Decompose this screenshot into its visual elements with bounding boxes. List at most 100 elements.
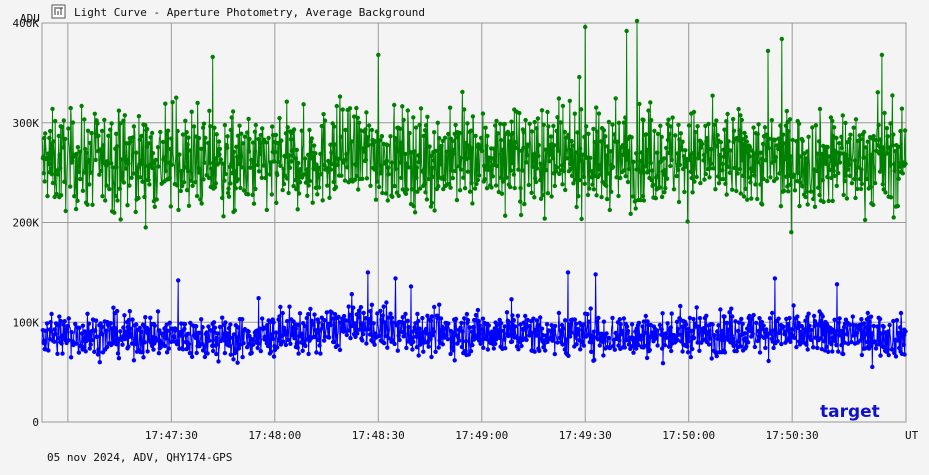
data-point <box>427 144 432 149</box>
data-point <box>357 327 362 332</box>
data-point <box>444 149 449 154</box>
data-point <box>362 327 367 332</box>
data-point <box>881 344 886 350</box>
data-point <box>594 105 599 110</box>
data-point <box>73 341 79 346</box>
data-point <box>873 137 879 143</box>
data-point <box>739 316 744 322</box>
data-point <box>93 328 98 333</box>
data-point <box>452 358 457 363</box>
data-point <box>812 319 818 324</box>
data-point <box>765 331 770 336</box>
data-point <box>185 331 191 336</box>
data-point <box>872 339 877 344</box>
data-point <box>885 347 890 352</box>
data-point <box>428 204 434 209</box>
data-point <box>604 153 609 158</box>
data-point <box>379 134 385 139</box>
data-point <box>301 102 306 107</box>
data-point <box>573 335 578 340</box>
data-point <box>116 108 122 113</box>
data-point <box>776 316 781 321</box>
data-point <box>629 135 634 140</box>
data-point <box>694 305 699 310</box>
data-point <box>687 157 693 163</box>
data-point <box>750 168 755 174</box>
data-point <box>638 197 643 203</box>
data-point <box>522 201 527 207</box>
data-point <box>837 160 843 165</box>
data-point <box>523 322 529 327</box>
data-point <box>465 121 470 126</box>
data-point <box>80 323 86 328</box>
data-point <box>211 320 217 325</box>
data-point <box>649 178 654 183</box>
data-point <box>517 110 522 116</box>
data-point <box>320 198 325 203</box>
data-point <box>113 193 118 199</box>
data-point <box>356 315 361 320</box>
data-point <box>520 168 525 173</box>
data-point <box>668 325 673 330</box>
data-point <box>464 311 470 317</box>
data-point <box>863 145 869 150</box>
data-point <box>143 123 148 128</box>
data-point <box>249 157 254 163</box>
data-point <box>93 157 98 163</box>
data-point <box>613 96 618 101</box>
data-point <box>291 319 296 324</box>
data-point <box>128 331 133 336</box>
data-point <box>406 325 411 330</box>
data-point <box>743 134 748 140</box>
data-point <box>781 188 787 194</box>
data-point <box>877 316 883 322</box>
series-label-target: target <box>820 402 880 422</box>
data-point <box>417 326 422 331</box>
data-point <box>472 317 477 323</box>
data-point <box>246 149 252 154</box>
data-point <box>295 207 300 212</box>
data-point <box>623 115 628 120</box>
data-point <box>737 128 742 133</box>
data-point <box>78 343 83 349</box>
data-point <box>286 190 291 196</box>
data-point <box>829 175 834 181</box>
data-point <box>279 138 284 143</box>
data-point <box>401 117 406 123</box>
data-point <box>858 136 863 142</box>
data-point <box>646 108 651 113</box>
data-point <box>868 339 873 344</box>
data-point <box>414 165 420 170</box>
data-point <box>499 191 505 196</box>
data-point <box>626 342 632 347</box>
data-point <box>309 156 314 161</box>
y-tick-label: 0 <box>32 416 39 429</box>
data-point <box>194 324 199 329</box>
data-point <box>578 347 583 352</box>
data-point <box>902 128 908 133</box>
data-point <box>440 342 445 347</box>
data-point <box>186 203 192 208</box>
data-point <box>485 347 491 352</box>
data-point <box>340 107 345 112</box>
data-point <box>493 183 499 188</box>
data-point <box>417 186 423 191</box>
data-point <box>495 131 501 136</box>
data-point <box>703 171 708 177</box>
data-point <box>783 156 788 162</box>
data-point <box>47 135 52 141</box>
data-point <box>306 312 311 317</box>
data-point <box>559 163 565 168</box>
data-point <box>275 172 280 178</box>
data-point <box>365 270 371 275</box>
data-point <box>494 163 500 169</box>
data-point <box>200 125 206 130</box>
data-point <box>416 153 421 158</box>
data-point <box>301 172 307 177</box>
data-point <box>573 177 578 182</box>
data-point <box>429 314 435 319</box>
data-point <box>216 359 221 364</box>
data-point <box>704 313 709 318</box>
data-point <box>228 352 233 357</box>
